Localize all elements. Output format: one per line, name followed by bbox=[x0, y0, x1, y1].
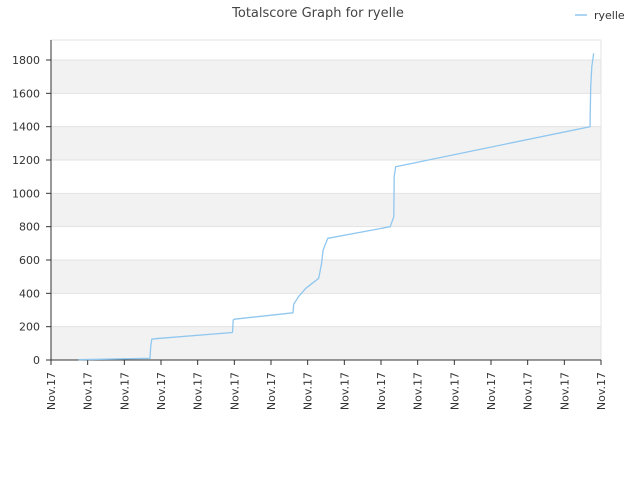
y-tick-label: 1600 bbox=[12, 87, 40, 100]
plot-band bbox=[51, 160, 601, 194]
plot-band bbox=[51, 293, 601, 327]
series-group bbox=[78, 53, 595, 361]
y-tick-label: 600 bbox=[19, 254, 40, 267]
x-tick-label: Nov.17 bbox=[485, 372, 498, 410]
y-tick-label: 200 bbox=[19, 321, 40, 334]
x-tick-label: Nov.17 bbox=[192, 372, 205, 410]
legend: ryelle bbox=[575, 9, 625, 22]
x-tick-label: Nov.17 bbox=[155, 372, 168, 410]
x-tick-label: Nov.17 bbox=[45, 372, 58, 410]
y-tick-label: 1400 bbox=[12, 121, 40, 134]
x-tick-label: Nov.17 bbox=[412, 372, 425, 410]
y-axis-ticks: 0 200 400 600 800 1000 1200 1400 1600 1800 bbox=[12, 54, 51, 367]
plot-band bbox=[51, 40, 601, 60]
x-tick-label: Nov.17 bbox=[595, 372, 608, 410]
plot-band bbox=[51, 93, 601, 127]
plot-band bbox=[51, 326, 601, 360]
x-tick-label: Nov.17 bbox=[265, 372, 278, 410]
plot-band bbox=[51, 60, 601, 94]
chart-title: Totalscore Graph for ryelle bbox=[231, 6, 404, 21]
y-tick-label: 1200 bbox=[12, 154, 40, 167]
x-tick-label: Nov.17 bbox=[302, 372, 315, 410]
y-tick-label: 400 bbox=[19, 287, 40, 300]
x-tick-label: Nov.17 bbox=[228, 372, 241, 410]
plot-band bbox=[51, 126, 601, 160]
x-tick-label: Nov.17 bbox=[558, 372, 571, 410]
axes bbox=[46, 40, 601, 365]
x-tick-label: Nov.17 bbox=[522, 372, 535, 410]
y-tick-label: 800 bbox=[19, 221, 40, 234]
x-tick-label: Nov.17 bbox=[82, 372, 95, 410]
plot-area bbox=[51, 40, 601, 360]
x-tick-label: Nov.17 bbox=[448, 372, 461, 410]
y-tick-label: 1000 bbox=[12, 187, 40, 200]
plot-band bbox=[51, 193, 601, 227]
x-axis-ticks: Nov.17 Nov.17 Nov.17 Nov.17 Nov.17 Nov.17 Nov.… bbox=[45, 360, 608, 410]
series-line-ryelle bbox=[78, 53, 595, 361]
y-tick-label: 1800 bbox=[12, 54, 40, 67]
x-tick-label: Nov.17 bbox=[338, 372, 351, 410]
legend-label: ryelle bbox=[594, 9, 625, 22]
y-tick-label: 0 bbox=[33, 354, 40, 367]
x-tick-label: Nov.17 bbox=[118, 372, 131, 410]
plot-band bbox=[51, 260, 601, 294]
x-tick-label: Nov.17 bbox=[375, 372, 388, 410]
